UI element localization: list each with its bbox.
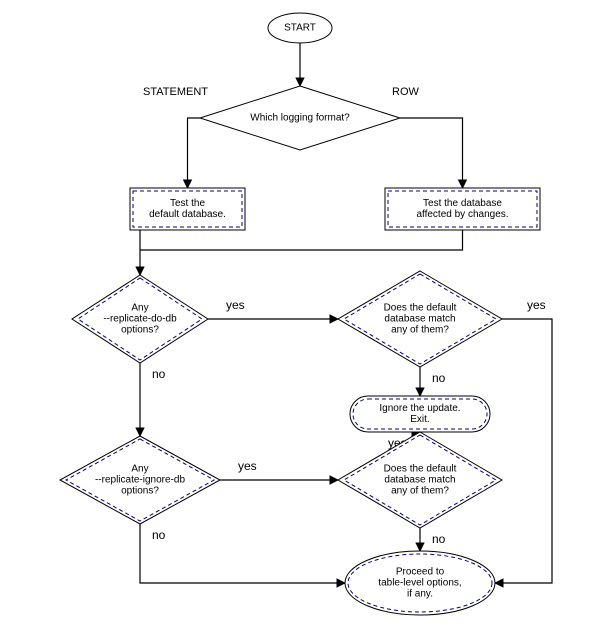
label-format-right: ROW [392,86,420,98]
node-any_do-text: --replicate-do-db [103,314,177,325]
node-test_default-text: Test the [170,198,205,209]
node-match_ign-text: database match [384,475,455,486]
edge-format-left [188,118,201,188]
node-ignore-text: Exit. [410,414,429,425]
node-test_default-text: default database. [149,209,226,220]
node-proceed-text: table-level options, [378,578,461,589]
node-any_ign-text: Any [131,464,148,475]
node-proceed-text: Proceed to [396,567,445,578]
edge-anyign-no-label: no [152,528,166,542]
edge-matchign-no-label: no [432,532,446,546]
edge-anydo-no-label: no [152,367,166,381]
node-any_ign-text: options? [121,486,159,497]
edge-anyign-yes-label: yes [238,459,257,473]
node-start: START [268,13,332,43]
edge-anyign-no [140,524,345,583]
node-test_affected: Test the databaseaffected by changes. [385,188,540,230]
edge-matchdo-no-label: no [432,371,446,385]
node-any_ign: Any--replicate-ignore-dboptions? [60,436,220,524]
node-format-text: Which logging format? [250,113,350,124]
node-start-text: START [284,23,316,34]
node-match_ign-text: any of them? [391,486,449,497]
node-proceed: Proceed totable-level options,if any. [345,551,495,615]
node-match_do-text: database match [384,314,455,325]
edge-matchdo-yes [495,319,552,583]
node-any_ign-text: --replicate-ignore-db [95,475,185,486]
label-format-left: STATEMENT [143,86,208,98]
node-format: Which logging format? STATEMENT ROW [143,86,419,150]
edge-anydo-yes-label: yes [226,298,245,312]
node-test_affected-text: Test the database [423,198,502,209]
node-test_default: Test thedefault database. [130,188,245,230]
node-any_do-text: options? [121,325,159,336]
edge-testaff-join [140,230,463,250]
node-match_do-text: any of them? [391,325,449,336]
node-match_ign: Does the defaultdatabase matchany of the… [338,432,502,528]
edge-matchdo-yes-label: yes [527,298,546,312]
node-match_do-text: Does the default [384,303,457,314]
node-match_ign-text: Does the default [384,464,457,475]
node-test_affected-text: affected by changes. [416,209,508,220]
node-any_do-text: Any [131,303,148,314]
node-any_do: Any--replicate-do-dboptions? [72,275,208,363]
node-match_do: Does the defaultdatabase matchany of the… [338,271,502,367]
node-ignore-text: Ignore the update. [379,403,460,414]
edge-format-right [400,118,463,188]
node-ignore: Ignore the update.Exit. [350,396,490,432]
node-proceed-text: if any. [407,589,433,600]
